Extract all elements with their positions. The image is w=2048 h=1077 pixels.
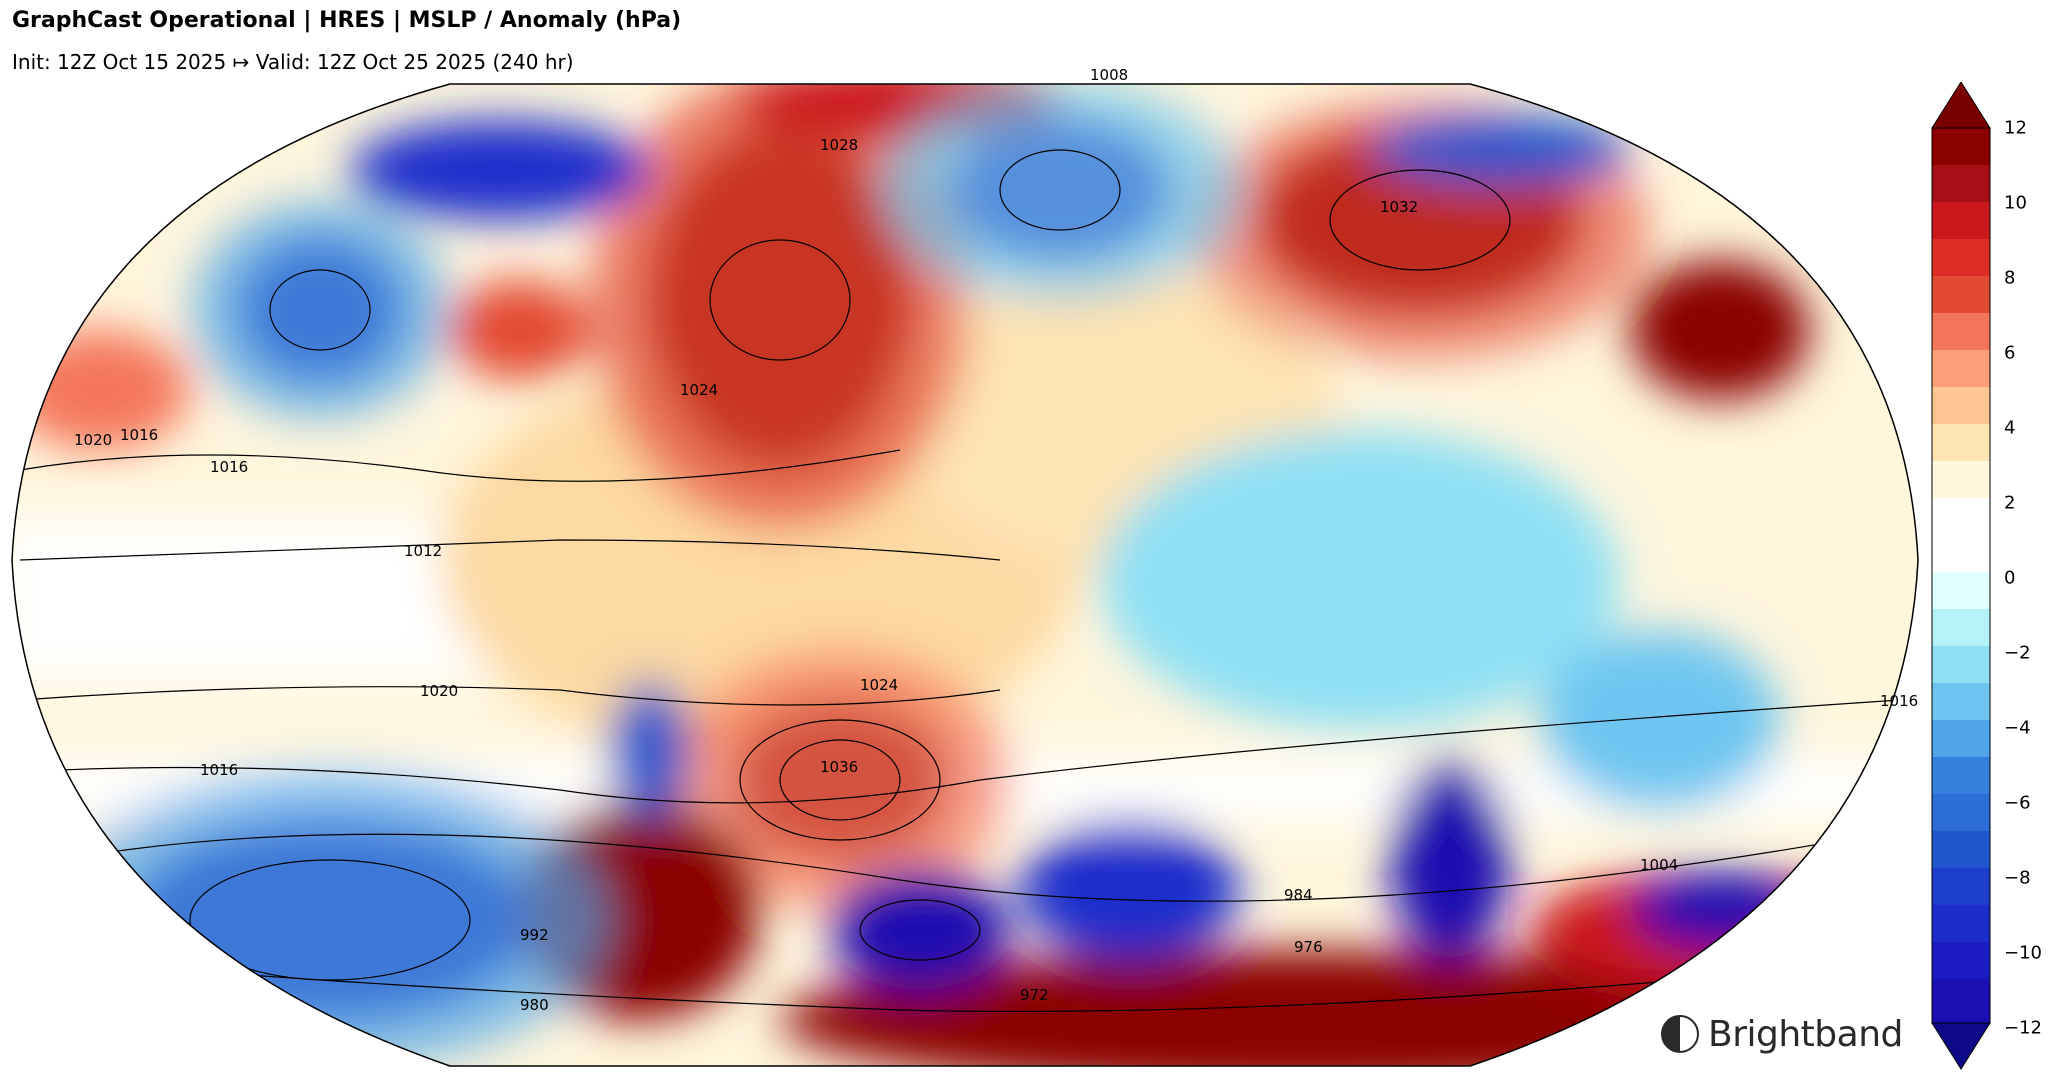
colorbar-tick-0: 0 [2004, 567, 2016, 589]
svg-text:1008: 1008 [1090, 66, 1128, 84]
colorbar-tick-10: 10 [2004, 192, 2027, 214]
globe-outline [11, 83, 1919, 1067]
svg-text:980: 980 [520, 996, 549, 1014]
svg-text:1016: 1016 [1880, 692, 1918, 710]
svg-text:972: 972 [1020, 986, 1049, 1004]
map-field [12, 84, 1918, 1066]
svg-text:1016: 1016 [210, 458, 248, 476]
svg-text:1004: 1004 [1640, 856, 1678, 874]
colorbar-positive [1932, 128, 1990, 535]
colorbar-tick-neg10: −10 [2004, 942, 2042, 964]
colorbar-tick-neg2: −2 [2004, 642, 2031, 664]
colorbar-tick-2: 2 [2004, 492, 2016, 514]
colorbar [1931, 82, 1991, 1070]
svg-text:976: 976 [1294, 938, 1323, 956]
svg-text:1028: 1028 [820, 136, 858, 154]
svg-text:992: 992 [520, 926, 549, 944]
colorbar-tick-8: 8 [2004, 267, 2016, 289]
colorbar-tick-neg12: −12 [2004, 1017, 2042, 1039]
colorbar-tick-12: 12 [2004, 117, 2027, 139]
svg-text:1024: 1024 [860, 676, 898, 694]
svg-text:1016: 1016 [120, 426, 158, 444]
colorbar-tick-neg8: −8 [2004, 867, 2031, 889]
svg-text:1016: 1016 [200, 761, 238, 779]
map-title: GraphCast Operational | HRES | MSLP / An… [12, 8, 682, 33]
svg-text:1020: 1020 [420, 682, 458, 700]
colorbar-negative [1932, 535, 1990, 1023]
colorbar-tick-neg4: −4 [2004, 717, 2031, 739]
brand-name: Brightband [1708, 1013, 1903, 1055]
map-subtitle: Init: 12Z Oct 15 2025 ↦ Valid: 12Z Oct 2… [12, 50, 574, 74]
isobars [19, 149, 1901, 1013]
brightband-logo-icon [1661, 1015, 1699, 1053]
svg-text:1032: 1032 [1380, 198, 1418, 216]
brightband-logo: Brightband [1660, 1010, 1903, 1058]
colorbar-tick-neg6: −6 [2004, 792, 2031, 814]
svg-text:1012: 1012 [404, 542, 442, 560]
colorbar-tick-6: 6 [2004, 342, 2016, 364]
contour-labels: 1016 1020 1012 1020 1028 1024 1016 1008 … [74, 66, 1918, 1014]
colorbar-tick-4: 4 [2004, 417, 2016, 439]
svg-text:1036: 1036 [820, 758, 858, 776]
svg-text:1024: 1024 [680, 381, 718, 399]
svg-text:1020: 1020 [74, 431, 112, 449]
svg-text:984: 984 [1284, 886, 1313, 904]
